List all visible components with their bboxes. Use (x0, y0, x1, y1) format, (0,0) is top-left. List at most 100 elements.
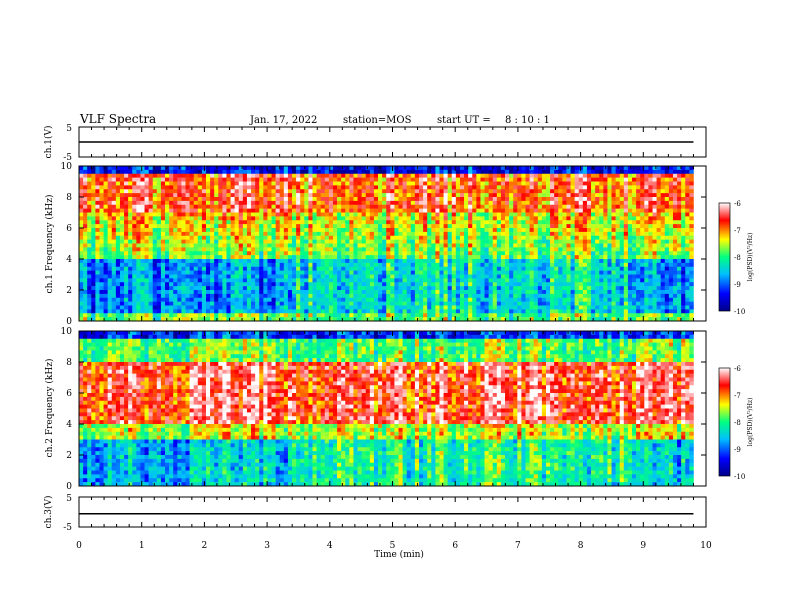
spectrogram-cell (562, 286, 566, 290)
spectrogram-cell (251, 267, 255, 271)
spectrogram-cell (542, 255, 546, 259)
spectrogram-cell (415, 236, 419, 240)
spectrogram-cell (558, 290, 562, 294)
spectrogram-cell (468, 306, 472, 310)
spectrogram-cell (247, 275, 251, 279)
spectrogram-cell (308, 170, 312, 174)
spectrogram-cell (550, 193, 554, 197)
spectrogram-cell (226, 216, 230, 220)
spectrogram-cell (476, 255, 480, 259)
spectrogram-cell (337, 193, 341, 197)
spectrogram-cell (280, 267, 284, 271)
spectrogram-cell (427, 247, 431, 251)
spectrogram-cell (190, 302, 194, 306)
spectrogram-cell (456, 216, 460, 220)
spectrogram-cell (222, 309, 226, 313)
spectrogram-cell (489, 209, 493, 213)
spectrogram-cell (198, 216, 202, 220)
spectrogram-cell (341, 294, 345, 298)
spectrogram-cell (562, 189, 566, 193)
spectrogram-cell (452, 263, 456, 267)
spectrogram-cell (390, 247, 394, 251)
spectrogram-cell (489, 271, 493, 275)
spectrogram-cell (431, 251, 435, 255)
spectrogram-cell (186, 205, 190, 209)
spectrogram-cell (317, 178, 321, 182)
spectrogram-cell (571, 201, 575, 205)
spectrogram-cell (542, 224, 546, 228)
spectrogram-cell (493, 220, 497, 224)
spectrogram-cell (292, 302, 296, 306)
spectrogram-cell (321, 224, 325, 228)
spectrogram-cell (415, 278, 419, 282)
spectrogram-cell (251, 228, 255, 232)
spectrogram-cell (399, 174, 403, 178)
spectrogram-cell (140, 236, 144, 240)
spectrogram-cell (325, 275, 329, 279)
spectrogram-cell (202, 228, 206, 232)
spectrogram-cell (243, 306, 247, 310)
spectrogram-cell (83, 309, 87, 313)
spectrogram-cell (87, 255, 91, 259)
spectrogram-cell (312, 278, 316, 282)
spectrogram-cell (476, 170, 480, 174)
spectrogram-cell (329, 259, 333, 263)
spectrogram-cell (530, 298, 534, 302)
spectrogram-cell (104, 309, 108, 313)
spectrogram-cell (145, 271, 149, 275)
start-ut-label: start UT = (437, 115, 491, 126)
spectrogram-cell (394, 205, 398, 209)
spectrogram-cell (497, 185, 501, 189)
spectrogram-cell (579, 286, 583, 290)
spectrogram-cell (353, 247, 357, 251)
spectrogram-cell (140, 228, 144, 232)
spectrogram-cell (358, 282, 362, 286)
spectrogram-cell (382, 244, 386, 248)
spectrogram-cell (427, 251, 431, 255)
spectrogram-cell (411, 240, 415, 244)
spectrogram-cell (386, 244, 390, 248)
spectrogram-cell (226, 278, 230, 282)
spectrogram-cell (317, 247, 321, 251)
spectrogram-cell (366, 282, 370, 286)
spectrogram-cell (480, 209, 484, 213)
spectrogram-cell (448, 251, 452, 255)
spectrogram-cell (120, 286, 124, 290)
spectrogram-cell (288, 247, 292, 251)
spectrogram-cell (149, 263, 153, 267)
spectrogram-cell (136, 232, 140, 236)
spectrogram-cell (501, 189, 505, 193)
spectrogram-cell (218, 309, 222, 313)
spectrogram-cell (378, 236, 382, 240)
spectrogram-cell (493, 182, 497, 186)
spectrogram-cell (300, 271, 304, 275)
spectrogram-cell (353, 209, 357, 213)
spectrogram-cell (255, 185, 259, 189)
spectrogram-cell (226, 189, 230, 193)
spectrogram-cell (304, 178, 308, 182)
spectrogram-cell (104, 290, 108, 294)
spectrogram-cell (542, 201, 546, 205)
spectrogram-cell (403, 185, 407, 189)
spectrogram-cell (554, 313, 558, 317)
spectrogram-cell (153, 306, 157, 310)
spectrogram-cell (177, 185, 181, 189)
spectrogram-cell (255, 275, 259, 279)
spectrogram-cell (140, 174, 144, 178)
spectrogram-cell (79, 166, 83, 170)
spectrogram-cell (161, 271, 165, 275)
spectrogram-cell (386, 290, 390, 294)
spectrogram-cell (87, 240, 91, 244)
spectrogram-cell (403, 259, 407, 263)
spectrogram-cell (329, 306, 333, 310)
spectrogram-cell (460, 275, 464, 279)
spectrogram-cell (534, 178, 538, 182)
spectrogram-cell (280, 313, 284, 317)
spectrogram-cell (99, 236, 103, 240)
spectrogram-cell (575, 224, 579, 228)
spectrogram-cell (128, 298, 132, 302)
spectrogram-cell (317, 182, 321, 186)
spectrogram-cell (321, 209, 325, 213)
spectrogram-cell (534, 174, 538, 178)
spectrogram-cell (468, 166, 472, 170)
